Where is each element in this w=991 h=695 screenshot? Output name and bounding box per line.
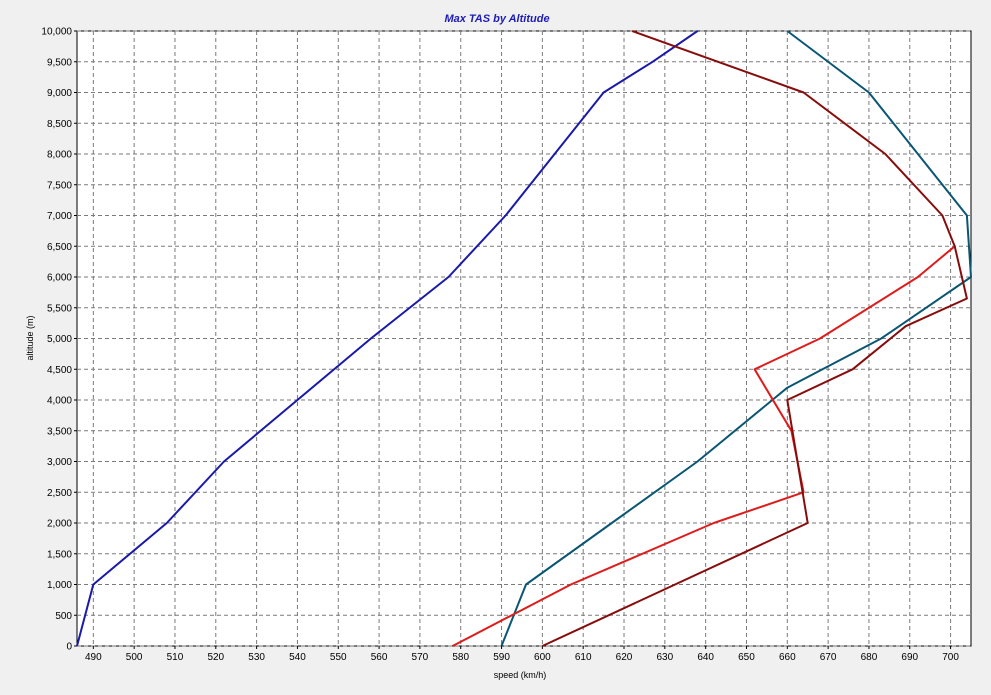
x-tick-label: 690 — [901, 652, 918, 663]
x-tick-label: 490 — [85, 652, 102, 663]
y-tick-label: 8,500 — [47, 119, 72, 130]
y-tick-label: 2,000 — [47, 519, 72, 530]
x-tick-label: 500 — [126, 652, 143, 663]
y-tick-label: 9,000 — [47, 88, 72, 99]
x-tick-label: 510 — [167, 652, 184, 663]
x-tick-label: 620 — [616, 652, 633, 663]
series-line-4 — [541, 30, 968, 647]
y-tick-label: 500 — [55, 611, 72, 622]
grid-lines — [77, 30, 971, 647]
y-tick-label: 6,500 — [47, 242, 72, 253]
x-tick-label: 610 — [575, 652, 592, 663]
y-tick-label: 10,000 — [41, 27, 72, 38]
x-tick-label: 660 — [779, 652, 796, 663]
series-line-1 — [76, 30, 699, 647]
y-tick-label: 1,500 — [47, 549, 72, 560]
y-tick-label: 2,500 — [47, 488, 72, 499]
x-tick-label: 600 — [534, 652, 551, 663]
y-tick-label: 1,000 — [47, 580, 72, 591]
y-tick-label: 3,000 — [47, 457, 72, 468]
x-axis-ticks: 490 500 510 520 530 540 550 560 570 580 590 600 610 6… — [85, 646, 959, 663]
y-tick-label: 9,500 — [47, 57, 72, 68]
x-tick-label: 680 — [861, 652, 878, 663]
series-layer — [76, 30, 972, 647]
y-tick-label: 5,500 — [47, 303, 72, 314]
x-tick-label: 700 — [942, 652, 959, 663]
x-tick-label: 640 — [697, 652, 714, 663]
y-tick-label: 5,000 — [47, 334, 72, 345]
series-line-2 — [500, 30, 972, 647]
x-tick-label: 560 — [371, 652, 388, 663]
x-tick-label: 520 — [207, 652, 224, 663]
y-axis-label: altitude (m) — [25, 315, 35, 360]
x-tick-label: 630 — [656, 652, 673, 663]
y-tick-label: 3,500 — [47, 426, 72, 437]
x-tick-label: 570 — [412, 652, 429, 663]
x-tick-label: 590 — [493, 652, 510, 663]
y-tick-label: 7,000 — [47, 211, 72, 222]
y-tick-label: 0 — [66, 642, 72, 653]
y-tick-label: 7,500 — [47, 180, 72, 191]
x-tick-label: 550 — [330, 652, 347, 663]
x-tick-label: 540 — [289, 652, 306, 663]
x-tick-label: 530 — [248, 652, 265, 663]
y-tick-label: 6,000 — [47, 273, 72, 284]
y-tick-label: 4,000 — [47, 396, 72, 407]
y-axis-ticks: 0 500 1,000 1,500 2,000 2,500 3,000 3,500 4,000 4… — [41, 27, 77, 653]
y-tick-label: 8,000 — [47, 150, 72, 161]
x-axis-label: speed (km/h) — [494, 670, 547, 680]
chart-title: Max TAS by Altitude — [444, 13, 549, 25]
x-tick-label: 650 — [738, 652, 755, 663]
y-tick-label: 4,500 — [47, 365, 72, 376]
x-tick-label: 580 — [452, 652, 469, 663]
x-tick-label: 670 — [820, 652, 837, 663]
